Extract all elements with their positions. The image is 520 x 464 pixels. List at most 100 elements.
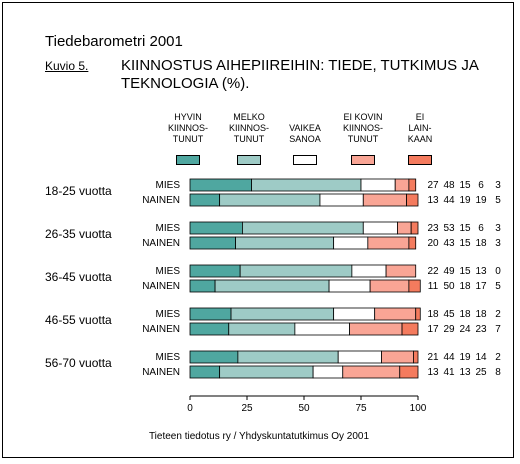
bar-segment xyxy=(237,350,339,364)
bar-segment xyxy=(189,322,230,336)
x-tick-label: 50 xyxy=(298,403,310,414)
data-label: 3 xyxy=(495,238,501,249)
group-label: 46-55 vuotta xyxy=(45,313,112,327)
data-label: 19 xyxy=(459,352,471,363)
data-label: 44 xyxy=(443,352,455,363)
data-label: 14 xyxy=(475,352,487,363)
row-label: MIES xyxy=(156,180,181,191)
chart-frame: Tiedebarometri 2001 Kuvio 5. KIINNOSTUS … xyxy=(2,2,514,458)
data-label: 24 xyxy=(459,324,471,335)
data-label: 11 xyxy=(428,281,439,292)
bar-segment xyxy=(251,178,362,192)
row-label: MIES xyxy=(156,309,181,320)
chart-title: KIINNOSTUS AIHEPIIREIHIN: TIEDE, TUTKIMU… xyxy=(121,57,479,92)
legend-swatch-2 xyxy=(293,155,317,165)
data-label: 29 xyxy=(443,324,455,335)
bar-segment xyxy=(369,279,410,293)
data-label: 13 xyxy=(459,367,471,378)
bar-segment xyxy=(328,279,371,293)
data-label: 18 xyxy=(427,309,439,320)
data-label: 45 xyxy=(443,309,455,320)
data-label: 23 xyxy=(475,324,487,335)
bar-segment xyxy=(401,322,419,336)
data-label: 13 xyxy=(427,195,439,206)
group-label: 36-45 vuotta xyxy=(45,270,112,284)
group-label: 26-35 vuotta xyxy=(45,227,112,241)
data-label: 6 xyxy=(478,223,484,234)
bar-segment xyxy=(349,322,403,336)
figure-label: Kuvio 5. xyxy=(45,59,89,73)
data-label: 49 xyxy=(443,266,455,277)
bar-segment xyxy=(408,279,421,293)
bar-segment xyxy=(242,221,364,235)
data-label: 15 xyxy=(459,238,471,249)
data-label: 22 xyxy=(427,266,439,277)
data-label: 19 xyxy=(475,195,487,206)
row-label: NAINEN xyxy=(142,324,180,335)
bar-segment xyxy=(351,264,387,278)
data-label: 25 xyxy=(475,367,487,378)
data-label: 3 xyxy=(495,180,501,191)
bar-segment xyxy=(189,279,216,293)
row-label: NAINEN xyxy=(142,238,180,249)
group-label: 56-70 vuotta xyxy=(45,356,112,370)
legend-label-4: EI LAIN- KAAN xyxy=(407,112,433,144)
bar-segment xyxy=(408,236,417,250)
legend-label-2: VAIKEA SANOA xyxy=(289,123,321,144)
bar-segment xyxy=(189,350,239,364)
legend-swatch-1 xyxy=(237,155,261,165)
bar-segment xyxy=(214,279,330,293)
data-label: 23 xyxy=(427,223,439,234)
data-label: 3 xyxy=(495,223,501,234)
bar-segment xyxy=(239,264,353,278)
bar-segment xyxy=(342,365,401,379)
x-tick-label: 75 xyxy=(355,403,367,414)
bar-segment xyxy=(189,221,243,235)
group-label: 18-25 vuotta xyxy=(45,184,112,198)
row-label: NAINEN xyxy=(142,281,180,292)
bar-segment xyxy=(189,178,252,192)
x-tick-label: 0 xyxy=(187,403,193,414)
source-note: Tieteen tiedotus ry / Yhdyskuntatutkimus… xyxy=(148,431,370,442)
bar-segment xyxy=(337,350,382,364)
data-label: 15 xyxy=(459,180,471,191)
data-label: 5 xyxy=(495,195,501,206)
bar-segment xyxy=(410,221,419,235)
data-label: 18 xyxy=(475,309,487,320)
data-label: 20 xyxy=(427,238,439,249)
x-tick-label: 25 xyxy=(241,403,253,414)
legend-swatch-3 xyxy=(351,155,375,165)
legend-swatch-0 xyxy=(176,155,200,165)
data-label: 2 xyxy=(495,309,501,320)
bar-segment xyxy=(385,264,417,278)
data-label: 13 xyxy=(427,367,439,378)
data-label: 2 xyxy=(495,352,501,363)
data-label: 53 xyxy=(443,223,455,234)
data-label: 41 xyxy=(443,367,455,378)
data-label: 17 xyxy=(475,281,487,292)
row-label: NAINEN xyxy=(142,367,180,378)
bar-segment xyxy=(319,193,364,207)
bar-segment xyxy=(312,365,344,379)
data-label: 18 xyxy=(459,309,471,320)
bar-segment xyxy=(408,178,417,192)
row-label: MIES xyxy=(156,266,181,277)
bar-segment xyxy=(413,350,419,364)
data-label: 44 xyxy=(443,195,455,206)
bar-segment xyxy=(189,236,236,250)
bar-segment xyxy=(189,307,232,321)
bar-segment xyxy=(294,322,351,336)
data-label: 6 xyxy=(478,180,484,191)
bar-segment xyxy=(362,221,398,235)
data-label: 5 xyxy=(495,281,501,292)
row-label: MIES xyxy=(156,223,181,234)
bar-segment xyxy=(415,307,421,321)
bar-segment xyxy=(230,307,335,321)
bar-segment xyxy=(219,365,314,379)
bar-segment xyxy=(397,221,412,235)
bar-segment xyxy=(394,178,410,192)
bar-segment xyxy=(399,365,419,379)
bar-segment xyxy=(333,236,369,250)
data-label: 15 xyxy=(459,223,471,234)
